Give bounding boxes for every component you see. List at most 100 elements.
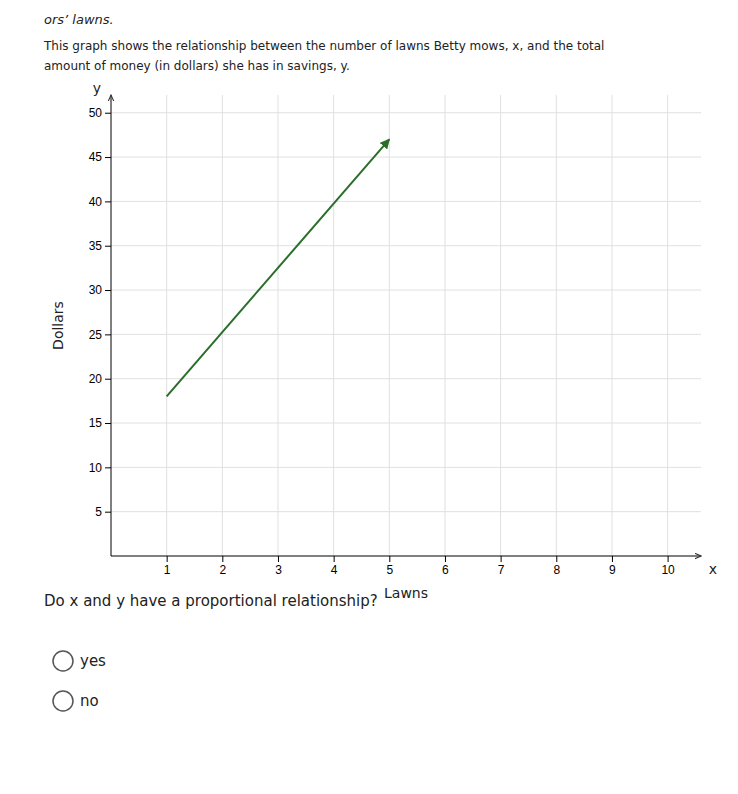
radio-option[interactable]: yes xyxy=(53,651,106,671)
y-axis-line xyxy=(111,95,112,556)
x-grid-line xyxy=(611,95,612,556)
y-tick: 20 xyxy=(89,372,111,386)
x-grid-line xyxy=(667,95,668,556)
x-grid-line xyxy=(166,95,167,556)
x-tick: 4 xyxy=(331,556,338,577)
x-tick-mark xyxy=(334,556,335,562)
x-tick: 7 xyxy=(498,556,505,577)
x-tip-label: x xyxy=(709,561,717,577)
radio-button[interactable] xyxy=(53,651,73,671)
y-axis: 5 10 15 20 25 30 35 40 45 50 xyxy=(89,95,111,556)
x-tick-mark xyxy=(612,556,613,562)
y-tick: 10 xyxy=(89,461,111,475)
x-grid-line xyxy=(444,95,445,556)
y-axis-title: Dollars xyxy=(50,301,66,350)
y-tick-mark xyxy=(105,290,111,291)
y-tick-mark xyxy=(105,113,111,114)
x-tick-mark xyxy=(278,556,279,562)
y-grid-line xyxy=(111,245,701,246)
x-tick-mark xyxy=(501,556,502,562)
x-grid-line xyxy=(333,95,334,556)
y-grid-line xyxy=(111,467,701,468)
x-grid-line xyxy=(389,95,390,556)
x-grid-line xyxy=(277,95,278,556)
y-grid-line xyxy=(111,334,701,335)
x-tick-mark xyxy=(222,556,223,562)
x-tick-label: 1 xyxy=(164,563,171,577)
data-line xyxy=(167,139,390,396)
y-tick: 5 xyxy=(95,505,111,519)
y-tick: 45 xyxy=(89,150,111,164)
chart-root: ors’ lawns. This graph shows the relation… xyxy=(0,0,738,794)
y-tick: 50 xyxy=(89,106,111,120)
y-tick-mark xyxy=(105,512,111,513)
y-tick: 40 xyxy=(89,195,111,209)
y-tick: 30 xyxy=(89,283,111,297)
y-tick-label: 50 xyxy=(89,106,103,120)
grid xyxy=(111,95,701,556)
subtitle: This graph shows the relationship betwee… xyxy=(43,39,604,53)
subtitle: amount of money (in dollars) she has in … xyxy=(44,59,350,73)
y-tick-mark xyxy=(105,246,111,247)
radio-label[interactable]: yes xyxy=(80,652,106,670)
y-tick-label: 10 xyxy=(89,461,103,475)
x-tick-label: 9 xyxy=(609,563,616,577)
plot-area xyxy=(167,139,390,396)
y-tick-label: 20 xyxy=(89,372,103,386)
x-tick-mark xyxy=(389,556,390,562)
y-grid-line xyxy=(111,423,701,424)
y-grid-line xyxy=(111,290,701,291)
y-tick-label: 5 xyxy=(95,505,102,519)
radio-option[interactable]: no xyxy=(53,691,99,711)
x-tick-mark xyxy=(445,556,446,562)
x-tick: 1 xyxy=(164,556,171,577)
question: Do x and y have a proportional relations… xyxy=(44,592,378,610)
y-tick-mark xyxy=(105,334,111,335)
x-tick-label: 5 xyxy=(386,563,393,577)
x-tick-label: 10 xyxy=(661,563,675,577)
x-tick: 6 xyxy=(442,556,449,577)
x-tick-label: 4 xyxy=(331,563,338,577)
x-tick: 8 xyxy=(553,556,560,577)
y-tick: 35 xyxy=(89,239,111,253)
x-tick: 5 xyxy=(386,556,393,577)
y-tick: 15 xyxy=(89,416,111,430)
y-tick-label: 40 xyxy=(89,195,103,209)
y-tick-mark xyxy=(105,201,111,202)
x-axis: 1 2 3 4 5 6 7 8 9 10 xyxy=(111,556,701,577)
y-tick-mark xyxy=(105,467,111,468)
y-grid-line xyxy=(111,378,701,379)
x-tick-mark xyxy=(556,556,557,562)
x-tick-mark xyxy=(167,556,168,562)
x-tick: 2 xyxy=(219,556,226,577)
x-grid-line xyxy=(556,95,557,556)
x-axis-title: Lawns xyxy=(384,585,428,601)
y-tick-mark xyxy=(105,157,111,158)
x-tick-label: 7 xyxy=(498,563,505,577)
y-tick-mark xyxy=(105,423,111,424)
y-tick-label: 30 xyxy=(89,283,103,297)
y-tick: 25 xyxy=(89,328,111,342)
y-tick-label: 15 xyxy=(89,416,103,430)
title: ors’ lawns. xyxy=(44,12,114,27)
y-grid-line xyxy=(111,201,701,202)
y-tick-label: 45 xyxy=(89,150,103,164)
y-grid-line xyxy=(111,112,701,113)
radio-button[interactable] xyxy=(53,691,73,711)
y-tick-mark xyxy=(105,379,111,380)
y-tick-label: 35 xyxy=(89,239,103,253)
x-tick: 9 xyxy=(609,556,616,577)
y-grid-line xyxy=(111,157,701,158)
y-tip-label: y xyxy=(93,80,101,96)
radio-label[interactable]: no xyxy=(80,692,99,710)
x-tick-label: 8 xyxy=(553,563,560,577)
x-tick-mark xyxy=(668,556,669,562)
x-tick-label: 2 xyxy=(219,563,226,577)
x-tick-label: 6 xyxy=(442,563,449,577)
x-grid-line xyxy=(222,95,223,556)
x-tick: 10 xyxy=(661,556,675,577)
y-tick-label: 25 xyxy=(89,328,103,342)
y-grid-line xyxy=(111,511,701,512)
x-tick-label: 3 xyxy=(275,563,282,577)
x-grid-line xyxy=(500,95,501,556)
